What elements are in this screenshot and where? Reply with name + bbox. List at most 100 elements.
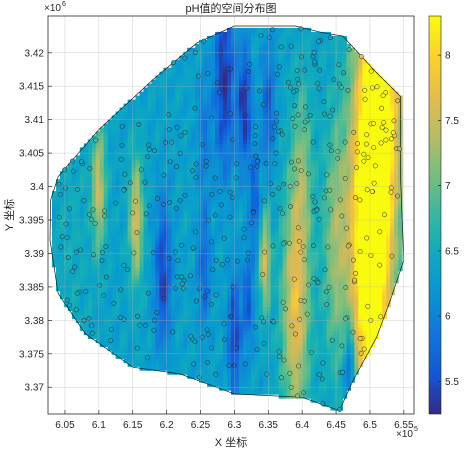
contour-cell [80,263,85,268]
contour-cell [283,163,288,168]
contour-cell [140,279,145,284]
contour-cell [64,227,69,232]
contour-cell [319,390,324,395]
contour-cell [247,243,252,248]
contour-cell [342,311,347,316]
contour-cell [283,147,288,152]
contour-cell [155,271,160,276]
contour-cell [159,167,164,172]
contour-cell [136,179,141,184]
contour-cell [151,219,156,224]
contour-cell [167,311,172,316]
contour-cell [350,143,355,148]
contour-cell [167,346,172,351]
contour-cell [259,259,264,264]
contour-cell [354,227,359,232]
contour-cell [283,263,288,268]
contour-cell [259,330,264,335]
contour-cell [239,243,244,248]
contour-cell [350,346,355,351]
contour-cell [334,175,339,180]
contour-cell [327,350,332,355]
contour-cell [116,267,121,272]
contour-cell [211,147,216,152]
contour-cell [267,187,272,192]
contour-cell [100,323,105,328]
contour-cell [334,374,339,379]
contour-cell [327,394,332,399]
contour-cell [155,275,160,280]
contour-cell [319,191,324,196]
contour-cell [104,263,109,268]
contour-cell [311,370,316,375]
contour-cell [187,207,192,212]
contour-cell [100,227,105,232]
contour-cell [386,203,391,208]
contour-cell [311,155,316,160]
contour-cell [219,315,224,320]
contour-cell [243,215,248,220]
contour-cell [159,350,164,355]
contour-cell [390,155,395,160]
contour-cell [183,207,188,212]
contour-cell [120,219,125,224]
contour-cell [315,151,320,156]
contour-cell [132,175,137,180]
contour-cell [167,243,172,248]
contour-cell [311,338,316,343]
contour-cell [171,195,176,200]
contour-cell [303,239,308,244]
contour-cell [390,167,395,172]
contour-cell [155,155,160,160]
contour-cell [279,171,284,176]
contour-cell [263,362,268,367]
contour-cell [319,291,324,296]
contour-cell [140,239,145,244]
contour-cell [271,267,276,272]
contour-cell [334,295,339,300]
contour-cell [342,231,347,236]
contour-cell [287,247,292,252]
contour-cell [219,366,224,371]
contour-cell [231,207,236,212]
contour-cell [327,342,332,347]
contour-cell [92,303,97,308]
contour-cell [144,255,149,260]
contour-cell [235,307,240,312]
contour-cell [279,163,284,168]
contour-cell [350,139,355,144]
contour-cell [378,207,383,212]
contour-cell [159,283,164,288]
contour-cell [263,311,268,316]
contour-cell [307,326,312,331]
contour-cell [175,183,180,188]
contour-cell [334,267,339,272]
contour-cell [346,307,351,312]
contour-cell [338,183,343,188]
contour-cell [235,167,240,172]
contour-cell [227,227,232,232]
contour-cell [394,271,399,276]
contour-cell [96,179,101,184]
contour-cell [187,243,192,248]
contour-cell [171,171,176,176]
contour-cell [132,151,137,156]
contour-cell [144,231,149,236]
contour-cell [243,203,248,208]
contour-cell [287,271,292,276]
contour-cell [219,358,224,363]
contour-cell [183,143,188,148]
contour-cell [179,307,184,312]
contour-cell [263,382,268,387]
contour-cell [287,155,292,160]
contour-cell [96,151,101,156]
contour-cell [239,326,244,331]
contour-cell [199,299,204,304]
contour-cell [151,271,156,276]
contour-cell [319,271,324,276]
contour-cell [191,215,196,220]
contour-cell [124,135,129,140]
contour-cell [92,183,97,188]
contour-cell [203,263,208,268]
contour-cell [191,219,196,224]
